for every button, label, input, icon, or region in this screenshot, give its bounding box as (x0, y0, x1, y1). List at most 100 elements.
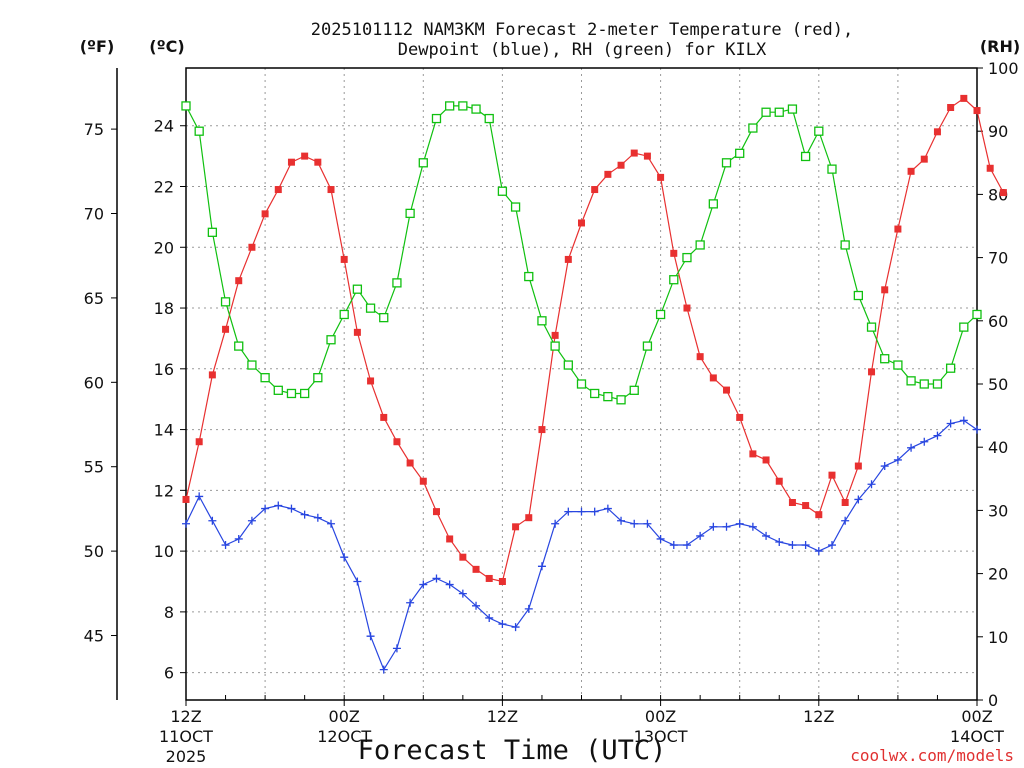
fahrenheit-tick-label: 75 (84, 120, 104, 139)
rh-point (655, 309, 666, 320)
temperature-point (406, 459, 414, 467)
temperature-point (591, 186, 599, 194)
temperature-point (578, 219, 585, 227)
celsius-tick-label: 6 (164, 664, 174, 683)
rh-point (972, 309, 982, 320)
dewpoint-point (261, 504, 270, 513)
dewpoint-point (669, 541, 678, 550)
temperature-point (512, 523, 520, 531)
celsius-tick-label: 20 (154, 238, 174, 257)
rh-point (840, 240, 850, 250)
celsius-tick-label: 24 (154, 117, 174, 136)
rh-point (524, 271, 534, 282)
temperature-point (472, 565, 480, 573)
temperature-point (353, 328, 361, 336)
temperature-point (841, 499, 849, 506)
dewpoint-point (748, 522, 757, 531)
rh-point (537, 316, 547, 326)
temperature-point (762, 456, 770, 464)
dewpoint-point (221, 541, 230, 550)
rh-point (247, 360, 257, 370)
rh-tick-label: 0 (988, 691, 998, 710)
temperature-point (894, 225, 902, 233)
dewpoint-point (366, 632, 375, 641)
dewpoint-point (959, 416, 968, 425)
rh-point (313, 373, 323, 383)
dewpoint-point (406, 598, 415, 607)
dewpoint-point (735, 519, 744, 528)
dewpoint-point (933, 431, 942, 440)
dewpoint-point (973, 425, 981, 434)
dewpoint-point (287, 504, 296, 513)
rh-point (365, 303, 376, 313)
dewpoint-point (195, 492, 204, 501)
rh-point (563, 360, 573, 370)
rh-point (906, 376, 916, 386)
rh-point (748, 123, 758, 133)
temperature-point (999, 189, 1007, 197)
dewpoint-point (419, 580, 428, 589)
dewpoint-point (537, 562, 546, 571)
dewpoint-point (577, 507, 586, 516)
dewpoint-point (313, 513, 322, 522)
dewpoint-point (327, 519, 336, 528)
rh-point (761, 107, 771, 117)
dewpoint-point (893, 455, 902, 464)
rh-point (721, 158, 732, 168)
temperature-point (723, 386, 731, 394)
rh-point (814, 126, 824, 136)
temperature-point (222, 325, 230, 333)
temperature-point (208, 371, 216, 379)
rh-point (484, 113, 494, 124)
temperature-point (525, 514, 533, 522)
dewpoint-point (524, 604, 533, 613)
temperature-point (287, 158, 295, 166)
dewpoint-point (511, 623, 520, 632)
rh-point (418, 158, 428, 168)
rh-point (735, 148, 745, 158)
temperature-point (235, 277, 243, 285)
rh-unit-label: (RH) (980, 37, 1020, 56)
celsius-tick-label: 18 (154, 299, 174, 318)
temperature-point (736, 413, 744, 421)
celsius-tick-label: 14 (154, 421, 174, 440)
rh-point (800, 151, 811, 162)
dewpoint-point (801, 541, 810, 550)
chart-title-line-1: 2025101112 NAM3KM Forecast 2-meter Tempe… (311, 20, 853, 40)
celsius-tick-label: 10 (154, 542, 174, 561)
rh-point (893, 360, 903, 370)
dewpoint-point (590, 507, 599, 516)
dewpoint-point (827, 541, 836, 550)
rh-point (431, 113, 442, 124)
axis-ticks-and-labels: 6 8 10 12 14 16 18 20 22 24 45 50 55 60 65 70 75 0 10 20 30 4… (84, 59, 1019, 766)
dewpoint-point (696, 531, 705, 540)
rh-point (787, 104, 798, 114)
dewpoint-point (485, 613, 494, 622)
temperature-point (551, 331, 559, 339)
time-tick-label: 14OCT (950, 727, 1004, 746)
dewpoint-point (854, 495, 863, 504)
dewpoint-point (682, 541, 691, 550)
time-tick-label: 13OCT (634, 727, 688, 746)
rh-point (207, 227, 218, 237)
temperature-point (815, 511, 823, 519)
temperature-point (907, 167, 915, 175)
dewpoint-point (946, 419, 955, 428)
rh-tick-label: 90 (988, 122, 1008, 141)
rh-tick-label: 30 (988, 501, 1008, 520)
dewpoint-point (445, 580, 454, 589)
rh-tick-label: 60 (988, 312, 1008, 331)
fahrenheit-unit-label: (ºF) (80, 37, 115, 56)
celsius-tick-label: 12 (154, 481, 174, 500)
rh-point (642, 341, 653, 351)
rh-point (510, 202, 521, 212)
rh-point (497, 186, 508, 196)
dewpoint-point (392, 644, 401, 653)
temperature-point (274, 186, 282, 194)
dewpoint-point (234, 534, 243, 543)
temperature-point (802, 502, 810, 510)
rh-point (471, 104, 481, 114)
dewpoint-point (643, 519, 652, 528)
fahrenheit-tick-label: 55 (84, 458, 104, 477)
dewpoint-point (247, 516, 256, 525)
